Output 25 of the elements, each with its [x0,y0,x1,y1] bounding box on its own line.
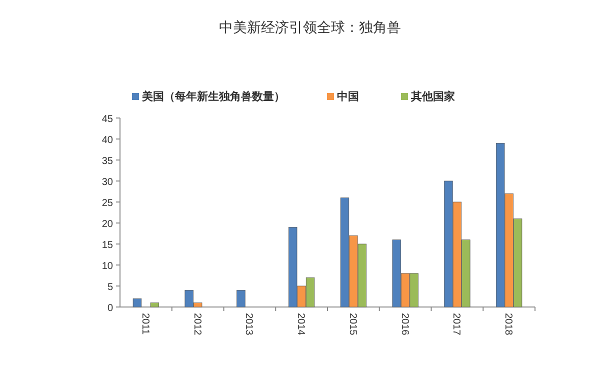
x-tick-label: 2014 [295,313,306,336]
y-tick-label: 30 [102,177,114,188]
y-tick-label: 25 [102,198,114,209]
y-tick-label: 10 [102,261,114,272]
x-tick-label: 2013 [243,313,254,336]
bar [132,298,142,308]
y-tick-label: 20 [102,219,114,230]
x-tick-label: 2018 [502,313,514,336]
y-tick-label: 45 [102,114,114,125]
y-tick-label: 5 [107,282,114,293]
legend-label: 其他国家 [410,90,455,103]
x-tick-label: 2015 [346,313,358,336]
bar [236,290,246,308]
x-tick-label: 2017 [450,313,462,336]
y-tick-label: 40 [102,135,114,146]
y-tick-label: 35 [102,156,114,167]
x-tick-label: 2011 [139,313,150,335]
y-tick-label: 15 [102,240,114,251]
bar [150,302,160,308]
legend-label: 美国（每年新生独角兽数量） [141,90,285,103]
x-tick-label: 2012 [191,313,202,336]
x-tick-label: 2016 [398,313,410,336]
chart-title: 中美新经济引领全球：独角兽 [219,19,401,35]
y-tick-label: 0 [107,303,114,314]
legend-label: 中国 [337,90,359,103]
